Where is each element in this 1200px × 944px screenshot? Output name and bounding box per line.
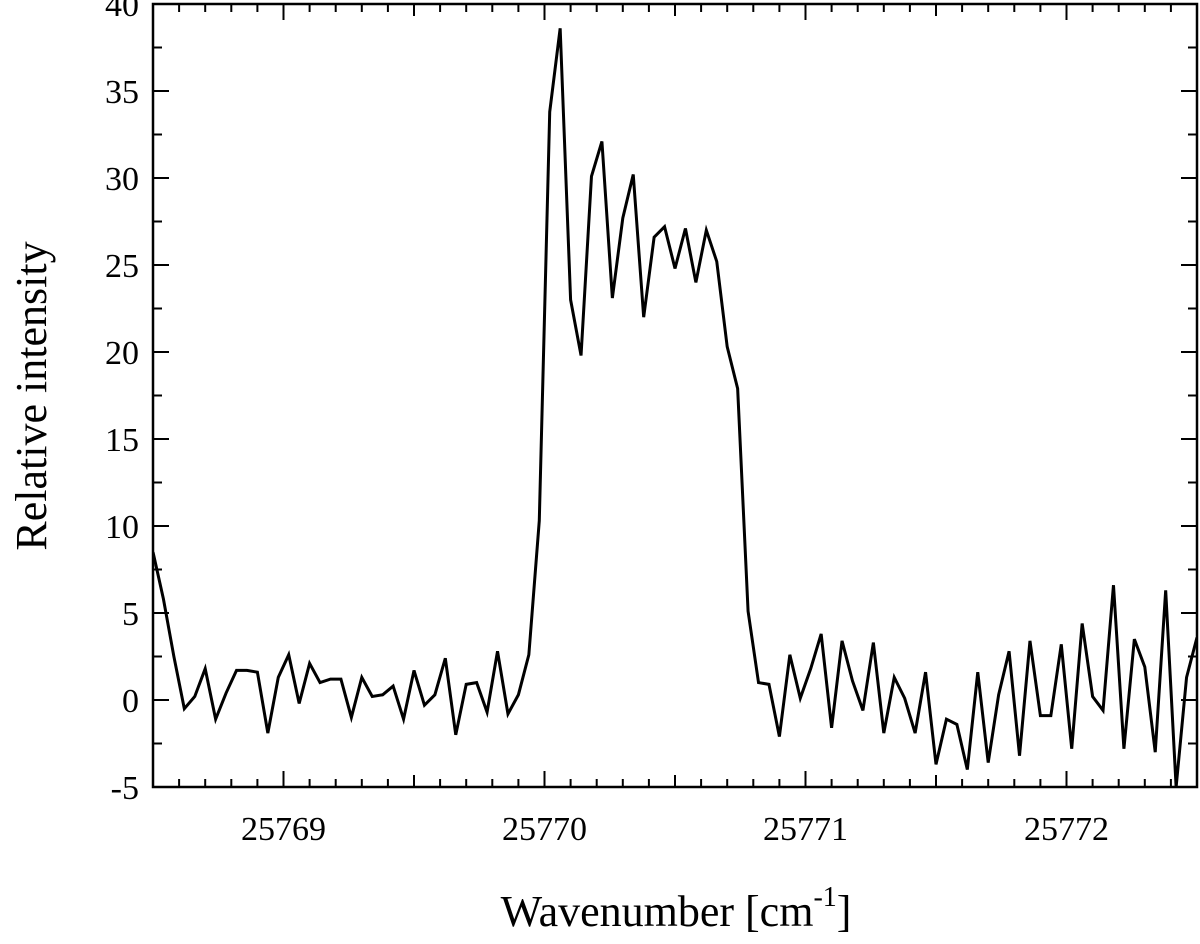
y-tick-label: 0	[122, 683, 139, 720]
y-tick-label: 40	[105, 0, 139, 24]
y-tick-label: 10	[105, 509, 139, 546]
x-axis-title-superscript: -1	[813, 882, 836, 913]
plot-frame	[151, 2, 1199, 789]
y-tick-label: -5	[111, 770, 139, 807]
series-line	[153, 28, 1197, 787]
x-tick-label: 25769	[241, 811, 326, 848]
x-axis-title-main: Wavenumber [cm	[501, 887, 814, 936]
y-tick-label: 20	[105, 335, 139, 372]
axis-ticks	[152, 3, 1198, 788]
x-axis-title: Wavenumber [cm-1]	[501, 882, 852, 936]
y-tick-label: 5	[122, 596, 139, 633]
y-axis-title: Relative intensity	[7, 241, 56, 550]
y-tick-label: 25	[105, 248, 139, 285]
y-tick-label: 15	[105, 422, 139, 459]
y-tick-label: 30	[105, 161, 139, 198]
x-axis-title-suffix: ]	[837, 887, 852, 936]
x-tick-label: 25771	[763, 811, 848, 848]
x-tick-label: 25772	[1024, 811, 1109, 848]
tick-labels: -5 0 5 10 15 20 25 30 35 40 25769 25770 25771 25772	[105, 0, 1109, 848]
x-tick-label: 25770	[502, 811, 587, 848]
y-tick-label: 35	[105, 74, 139, 111]
